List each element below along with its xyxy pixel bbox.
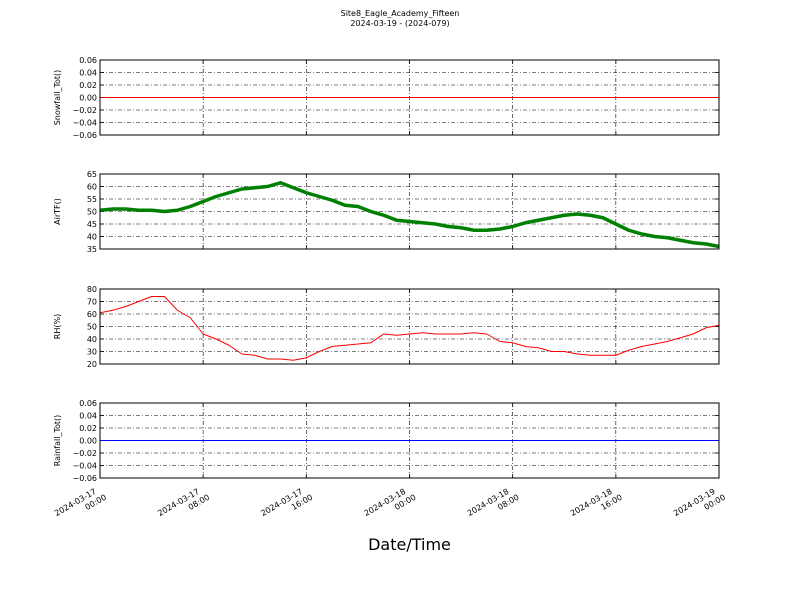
y-tick-label: 20 <box>87 360 97 369</box>
y-tick-label: −0.06 <box>72 131 97 140</box>
y-tick-label: 35 <box>87 245 97 254</box>
y-tick-label: 30 <box>87 348 97 357</box>
y-axis-label: RH(%) <box>53 314 62 339</box>
y-tick-label: 50 <box>87 323 97 332</box>
y-tick-label: 0.06 <box>79 56 97 65</box>
y-tick-label: 0.02 <box>79 81 97 90</box>
y-tick-label: 0.00 <box>79 437 97 446</box>
y-tick-label: 0.00 <box>79 94 97 103</box>
y-tick-label: 40 <box>87 233 97 242</box>
y-tick-label: −0.02 <box>72 106 97 115</box>
y-tick-label: 0.04 <box>79 69 97 78</box>
y-axis-label: Rainfall_Tot() <box>53 415 62 467</box>
x-axis-label: Date/Time <box>368 535 451 554</box>
y-tick-label: 60 <box>87 183 97 192</box>
y-axis-label: Snowfall_Tot() <box>53 70 62 126</box>
y-tick-label: 50 <box>87 208 97 217</box>
plot-frame <box>99 288 720 365</box>
y-tick-label: 60 <box>87 310 97 319</box>
y-tick-label: −0.04 <box>72 462 97 471</box>
y-tick-label: 70 <box>87 298 97 307</box>
y-tick-label: 0.02 <box>79 424 97 433</box>
plot-frame <box>99 173 720 250</box>
data-line <box>99 181 720 249</box>
y-tick-label: −0.04 <box>72 119 97 128</box>
plot-frame <box>99 59 720 136</box>
y-axis-label: AirTF() <box>53 198 62 225</box>
y-tick-label: −0.02 <box>72 449 97 458</box>
y-tick-label: 0.06 <box>79 399 97 408</box>
y-tick-label: 45 <box>87 220 97 229</box>
y-tick-label: 40 <box>87 335 97 344</box>
chart-title: Site8_Eagle_Academy_Fifteen <box>341 9 460 18</box>
data-line <box>99 296 720 361</box>
y-tick-label: 55 <box>87 195 97 204</box>
y-tick-label: 0.04 <box>79 412 97 421</box>
plot-frame <box>99 402 720 479</box>
y-tick-label: −0.06 <box>72 474 97 483</box>
y-tick-label: 65 <box>87 170 97 179</box>
chart-subtitle: 2024-03-19 - (2024-079) <box>350 19 449 28</box>
y-tick-label: 80 <box>87 285 97 294</box>
